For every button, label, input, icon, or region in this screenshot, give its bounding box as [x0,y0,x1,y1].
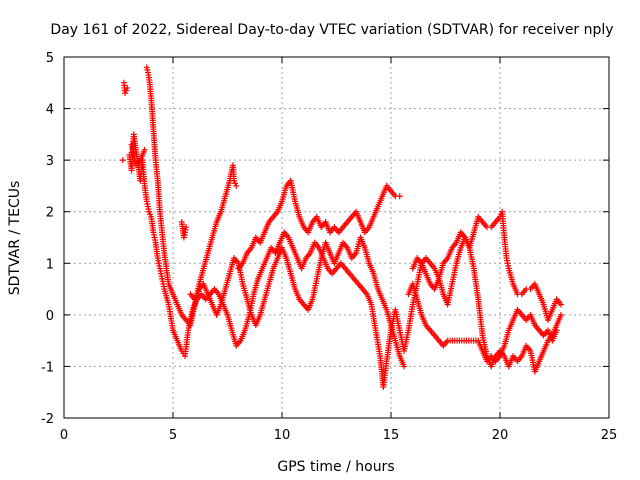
data-point [558,311,565,318]
data-series-track-b [128,64,565,329]
data-point [124,84,131,91]
plot-frame [63,56,610,419]
y-tick-label: 1 [46,257,54,272]
y-tick-label: 2 [46,206,54,221]
data-series-track-c [178,219,560,370]
x-tick-label: 15 [383,428,400,443]
x-tick-label: 20 [492,428,509,443]
x-tick-label: 5 [169,428,177,443]
y-tick-label: -2 [41,412,54,427]
x-axis-title: GPS time / hours [277,459,394,475]
data-point [233,182,240,189]
data-point [401,363,408,370]
y-axis-title: SDTVAR / TECUs [7,181,23,296]
data-point [553,327,560,334]
chart-title: Day 161 of 2022, Sidereal Day-to-day VTE… [50,22,613,38]
x-tick-label: 10 [274,428,291,443]
y-tick-label: 4 [46,103,54,118]
y-tick-label: 5 [46,51,54,66]
x-tick-label: 0 [60,428,68,443]
data-point [183,224,190,231]
data-point [396,193,403,200]
data-points-layer [119,64,565,391]
tick-layer: 0 5 10 15 20 25 -2 -1 0 1 2 3 4 5 [41,51,617,443]
y-tick-label: 0 [46,309,54,324]
data-point [119,157,126,164]
data-point [558,301,565,308]
y-tick-label: 3 [46,154,54,169]
x-tick-label: 25 [601,428,618,443]
y-tick-label: -1 [41,360,54,375]
grid-layer [64,57,609,418]
data-point [141,146,148,153]
